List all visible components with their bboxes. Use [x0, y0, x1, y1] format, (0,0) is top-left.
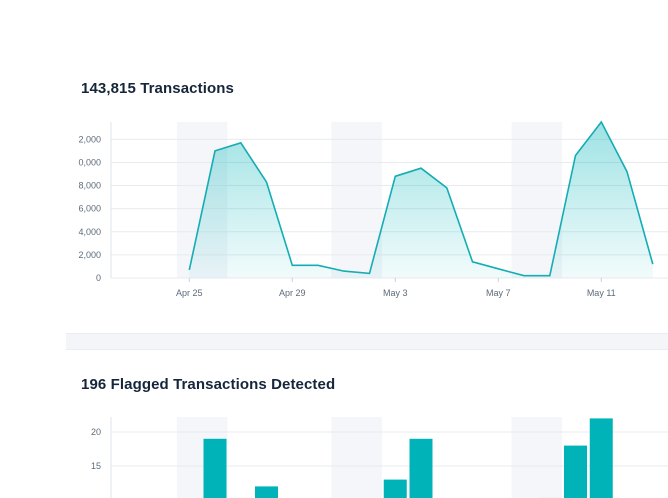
x-tick-label: May 3 — [383, 288, 408, 298]
x-tick-label: Apr 25 — [176, 288, 203, 298]
transactions-title: 143,815 Transactions — [81, 80, 234, 97]
transactions-panel: 143,815 Transactions 0 2,000 4,000 6,000 8,0… — [78, 80, 668, 298]
y-tick-label: 15 — [91, 461, 101, 471]
flagged-bar — [383, 479, 407, 498]
flagged-panel: 196 Flagged Transactions Detected 15 20 — [0, 350, 668, 498]
x-tick-label: May 11 — [587, 288, 616, 298]
y-tick-label: 4,000 — [78, 227, 101, 237]
y-tick-label: 8,000 — [78, 181, 101, 191]
weekend-band-2 — [511, 122, 563, 278]
flagged-bar — [409, 438, 433, 498]
x-tick-label: May 7 — [486, 288, 511, 298]
weekend-band-2 — [511, 417, 563, 498]
weekend-band-1 — [331, 122, 382, 278]
flagged-title: 196 Flagged Transactions Detected — [81, 376, 336, 393]
transactions-chart: 0 2,000 4,000 6,000 8,000 0,000 2,000 Apr 25 Apr… — [78, 120, 668, 298]
transactions-area — [189, 122, 653, 278]
flagged-bar — [255, 486, 278, 498]
section-divider — [66, 333, 668, 350]
flagged-bar — [203, 438, 227, 498]
y-tick-label: 0,000 — [78, 157, 101, 167]
y-tick-label: 6,000 — [78, 204, 101, 214]
flagged-bar — [564, 445, 587, 498]
y-tick-label: 2,000 — [78, 250, 101, 260]
y-tick-label: 2,000 — [78, 134, 101, 144]
flagged-bar — [589, 418, 613, 498]
y-tick-label: 20 — [91, 427, 101, 437]
x-tick-label: Apr 29 — [279, 288, 306, 298]
y-tick-label: 0 — [96, 273, 101, 283]
weekend-band-1 — [331, 417, 382, 498]
